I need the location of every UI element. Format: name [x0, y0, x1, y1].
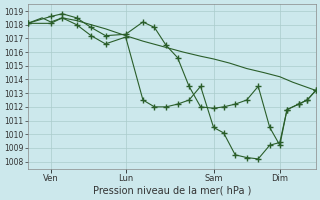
X-axis label: Pression niveau de la mer( hPa ): Pression niveau de la mer( hPa ): [92, 186, 251, 196]
